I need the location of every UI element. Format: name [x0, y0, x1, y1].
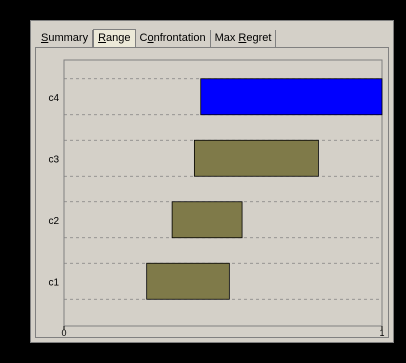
range-window: Summary Range Confrontation Max Regret c…	[30, 20, 394, 343]
range-bar-c3	[193, 139, 319, 177]
category-label-c1: c1	[48, 277, 59, 288]
range-bar-c4	[200, 78, 383, 116]
range-chart: c1 c2 c3 c4 0 1	[48, 59, 385, 338]
x-tick-label-0: 0	[61, 328, 66, 338]
category-label-c3: c3	[48, 154, 59, 165]
range-bar-c1	[146, 262, 230, 300]
category-label-c4: c4	[48, 93, 59, 104]
x-tick-label-1: 1	[379, 328, 384, 338]
tab-range[interactable]: Range	[93, 29, 136, 48]
tab-strip: Summary Range Confrontation Max Regret	[37, 27, 277, 48]
tab-max-regret[interactable]: Max Regret	[211, 30, 277, 47]
category-label-c2: c2	[48, 216, 59, 227]
tab-summary[interactable]: Summary	[37, 30, 94, 47]
range-bar-c2	[171, 201, 243, 239]
tab-confrontation[interactable]: Confrontation	[136, 30, 211, 47]
range-chart-panel: c1 c2 c3 c4 0 1	[35, 47, 389, 338]
